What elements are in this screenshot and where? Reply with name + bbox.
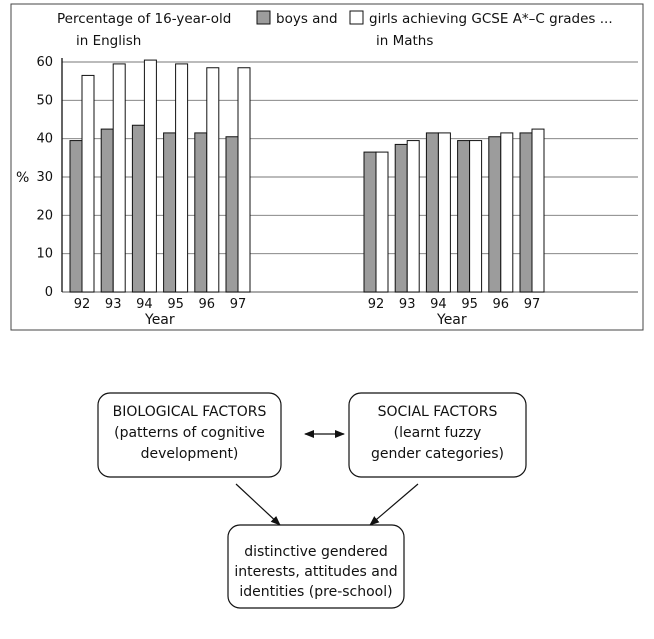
maths-boys-bar-92: [363, 151, 377, 293]
x-tick-label: 96: [493, 297, 510, 312]
x-tick-label: 95: [461, 297, 478, 312]
x-tick-label: 96: [199, 297, 216, 312]
maths-boys-bar-97: [519, 132, 533, 293]
arrow-biological-to-outcome: [235, 483, 281, 526]
outcome-line-1: distinctive gendered: [244, 544, 388, 560]
y-tick-label: 20: [36, 208, 53, 223]
x-tick-label: 97: [524, 297, 541, 312]
x-tick-label: 95: [167, 297, 184, 312]
english-boys-bar-93: [100, 128, 114, 293]
social-factors-desc-2: gender categories): [371, 446, 504, 462]
x-tick-label: 97: [230, 297, 247, 312]
legend-swatch-boys: [256, 10, 271, 25]
arrow-social-to-outcome: [369, 483, 419, 526]
x-tick-label: 94: [136, 297, 153, 312]
chart-title-prefix: Percentage of 16-year-old: [57, 11, 231, 27]
biological-factors-box: [97, 392, 282, 478]
legend-swatch-girls: [349, 10, 364, 25]
english-girls-bar-92: [81, 74, 95, 293]
maths-boys-bar-96: [488, 136, 502, 293]
maths-subtitle: in Maths: [376, 33, 433, 49]
biological-factors-desc-2: development): [141, 446, 239, 462]
y-tick-label: 60: [36, 55, 53, 70]
biological-factors-title: BIOLOGICAL FACTORS: [113, 404, 267, 420]
biological-factors-desc-1: (patterns of cognitive: [114, 425, 265, 441]
english-boys-bar-92: [69, 140, 83, 293]
english-girls-bar-95: [175, 63, 189, 293]
english-girls-bar-97: [237, 67, 251, 293]
legend-label-girls: girls achieving GCSE A*–C grades ...: [369, 11, 613, 27]
maths-boys-bar-94: [425, 132, 439, 293]
english-boys-bar-96: [194, 132, 208, 293]
english-subtitle: in English: [76, 33, 141, 49]
outcome-line-3: identities (pre-school): [239, 584, 392, 600]
y-axis-label: %: [16, 170, 29, 186]
social-factors-box: [348, 392, 527, 478]
bars: [69, 59, 545, 293]
maths-girls-bar-92: [375, 151, 389, 293]
y-tick-label: 30: [36, 170, 53, 185]
english-girls-bar-93: [112, 63, 126, 293]
english-girls-bar-96: [206, 67, 220, 293]
x-tick-label: 93: [399, 297, 416, 312]
maths-girls-bar-94: [437, 132, 451, 293]
social-factors-title: SOCIAL FACTORS: [378, 404, 498, 420]
x-axis-label-maths: Year: [436, 312, 467, 328]
social-factors-desc-1: (learnt fuzzy: [394, 425, 482, 441]
english-girls-bar-94: [143, 59, 157, 293]
y-tick-label: 50: [36, 93, 53, 108]
maths-girls-bar-96: [500, 132, 514, 293]
x-tick-label: 92: [368, 297, 385, 312]
x-tick-labels: 92 93 94 95 96 97 92 93 94 95 96 97: [74, 297, 541, 312]
maths-boys-bar-93: [394, 143, 408, 293]
english-boys-bar-97: [225, 136, 239, 293]
outcome-line-2: interests, attitudes and: [234, 564, 397, 580]
y-tick-label: 40: [36, 132, 53, 147]
maths-girls-bar-93: [406, 140, 420, 293]
maths-girls-bar-95: [469, 140, 483, 293]
legend-label-boys: boys and: [276, 11, 338, 27]
english-boys-bar-94: [131, 124, 145, 293]
outcome-box: [227, 524, 405, 609]
x-tick-label: 94: [430, 297, 447, 312]
y-tick-label: 0: [45, 285, 53, 300]
y-tick-labels: 0 10 20 30 40 50 60: [36, 55, 53, 300]
maths-girls-bar-97: [531, 128, 545, 293]
x-tick-label: 92: [74, 297, 91, 312]
x-axis-label-english: Year: [144, 312, 175, 328]
maths-boys-bar-95: [457, 140, 471, 293]
y-tick-label: 10: [36, 247, 53, 262]
english-boys-bar-95: [163, 132, 177, 293]
x-tick-label: 93: [105, 297, 122, 312]
